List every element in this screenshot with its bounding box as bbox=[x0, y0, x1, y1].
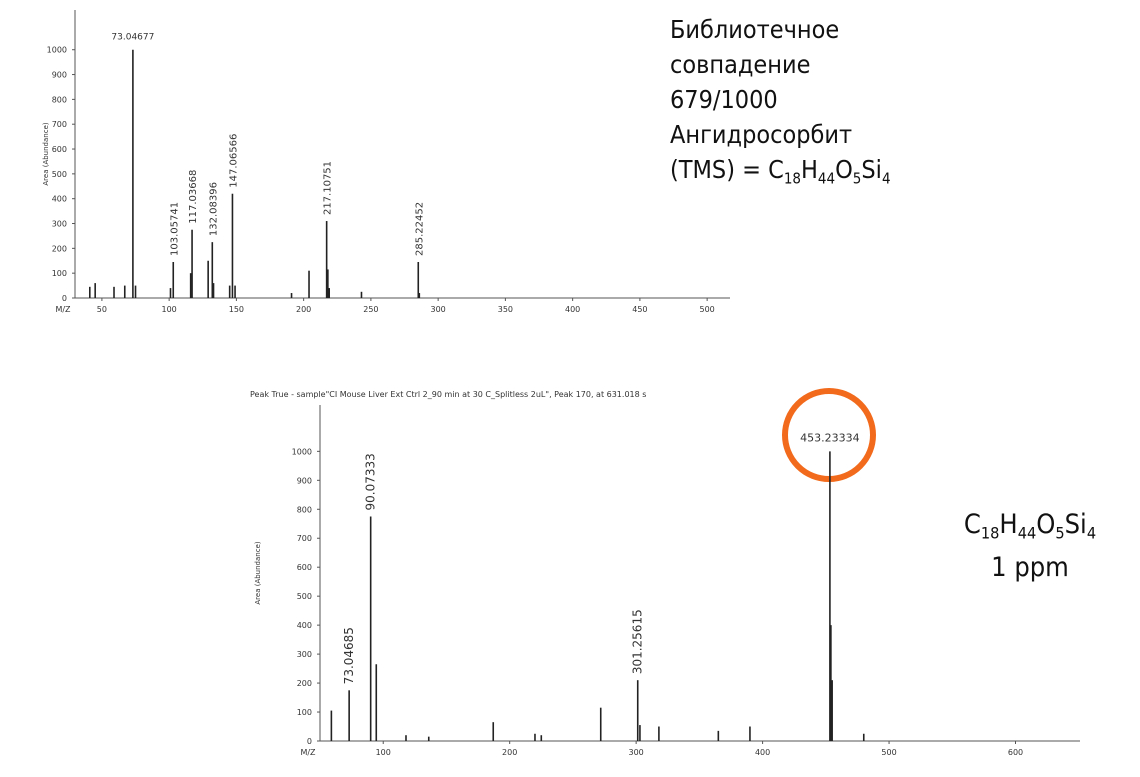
y-tick-label: 700 bbox=[297, 534, 312, 543]
y-tick-label: 100 bbox=[297, 708, 312, 717]
library-match-note: Библиотечное совпадение 679/1000 Ангидросор… bbox=[670, 12, 891, 196]
x-tick-label: 50 bbox=[97, 305, 107, 314]
x-tick-label: 200 bbox=[502, 748, 517, 757]
x-tick-label: 100 bbox=[162, 305, 177, 314]
x-tick-label: 250 bbox=[363, 305, 378, 314]
element-count: 18 bbox=[980, 523, 1000, 543]
element-count: 4 bbox=[1086, 523, 1097, 543]
x-tick-label: 350 bbox=[498, 305, 513, 314]
y-tick-label: 700 bbox=[52, 120, 67, 129]
element: Si bbox=[1064, 509, 1087, 540]
element: C bbox=[768, 155, 784, 184]
peak-label: 117.03668 bbox=[188, 170, 199, 224]
x-tick-label: 500 bbox=[699, 305, 714, 314]
y-tick-label: 400 bbox=[297, 621, 312, 630]
y-tick-label: 900 bbox=[52, 71, 67, 80]
y-axis-label: Area (Abundance) bbox=[254, 541, 262, 604]
element-count: 4 bbox=[881, 169, 891, 188]
peak-label: 132.08396 bbox=[208, 182, 219, 236]
y-tick-label: 1000 bbox=[47, 46, 67, 55]
y-tick-label: 300 bbox=[297, 650, 312, 659]
note-line: (TMS) = C18H44O5Si4 bbox=[670, 152, 891, 196]
y-tick-label: 500 bbox=[52, 170, 67, 179]
element-count: 44 bbox=[1017, 523, 1037, 543]
x-tick-label: 500 bbox=[881, 748, 896, 757]
element: H bbox=[999, 509, 1018, 540]
y-tick-label: 1000 bbox=[292, 447, 312, 456]
note-line: 679/1000 bbox=[670, 85, 778, 114]
x-tick-label: 150 bbox=[229, 305, 244, 314]
peak-label: 301.25615 bbox=[631, 609, 645, 674]
note-line: совпадение bbox=[670, 50, 811, 79]
y-tick-label: 800 bbox=[297, 505, 312, 514]
element: H bbox=[801, 155, 818, 184]
y-tick-label: 600 bbox=[52, 145, 67, 154]
element-count: 5 bbox=[1055, 523, 1065, 543]
peak-label: 73.04677 bbox=[111, 33, 154, 43]
x-axis-label: M/Z bbox=[300, 748, 316, 757]
x-tick-label: 300 bbox=[431, 305, 446, 314]
y-tick-label: 600 bbox=[297, 563, 312, 572]
y-tick-label: 500 bbox=[297, 592, 312, 601]
formula-line: C18H44O5Si4 bbox=[960, 508, 1100, 551]
element-count: 18 bbox=[783, 169, 801, 188]
x-tick-label: 200 bbox=[296, 305, 311, 314]
mass-error: 1 ppm bbox=[991, 551, 1069, 583]
peak-label: 285.22452 bbox=[414, 202, 425, 256]
element: O bbox=[1036, 509, 1056, 540]
element: Si bbox=[861, 155, 882, 184]
x-tick-label: 600 bbox=[1008, 748, 1023, 757]
y-tick-label: 100 bbox=[52, 269, 67, 278]
x-tick-label: 400 bbox=[565, 305, 580, 314]
element: C bbox=[963, 509, 981, 540]
x-tick-label: 300 bbox=[628, 748, 643, 757]
peak-label: 453.23334 bbox=[800, 431, 860, 444]
x-tick-label: 450 bbox=[632, 305, 647, 314]
y-tick-label: 200 bbox=[297, 679, 312, 688]
peak-label: 103.05741 bbox=[169, 202, 180, 256]
note-line: Ангидросорбит bbox=[670, 120, 853, 149]
y-tick-label: 0 bbox=[62, 294, 67, 303]
element-count: 5 bbox=[852, 169, 862, 188]
peak-label: 73.04685 bbox=[342, 627, 356, 684]
x-tick-label: 400 bbox=[755, 748, 770, 757]
y-tick-label: 0 bbox=[307, 737, 312, 746]
measured-formula-note: C18H44O5Si4 1 ppm bbox=[960, 508, 1100, 585]
y-tick-label: 200 bbox=[52, 244, 67, 253]
peak-label: 147.06566 bbox=[228, 134, 239, 188]
element-count: 44 bbox=[817, 169, 836, 188]
y-tick-label: 800 bbox=[52, 95, 67, 104]
peak-label: 217.10751 bbox=[323, 161, 334, 215]
x-tick-label: 100 bbox=[376, 748, 391, 757]
y-tick-label: 900 bbox=[297, 476, 312, 485]
note-prefix: (TMS) = bbox=[670, 155, 769, 184]
chart-title: Peak True - sample"CI Mouse Liver Ext Ct… bbox=[250, 390, 646, 399]
y-tick-label: 400 bbox=[52, 195, 67, 204]
x-axis-label: M/Z bbox=[55, 305, 71, 314]
highlight-circle bbox=[782, 388, 876, 482]
element: O bbox=[835, 155, 853, 184]
y-axis-label: Area (Abundance) bbox=[42, 122, 50, 185]
y-tick-label: 300 bbox=[52, 220, 67, 229]
peak-label: 90.07333 bbox=[364, 453, 378, 510]
note-line: Библиотечное bbox=[670, 15, 840, 44]
